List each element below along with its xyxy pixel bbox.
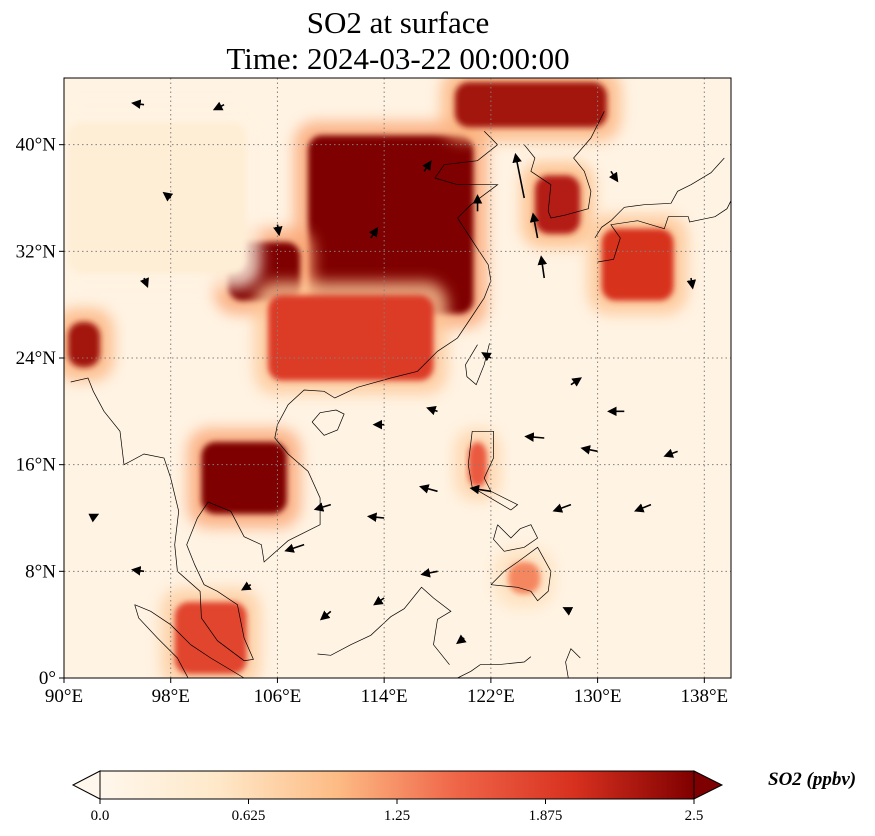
colorbar-label: SO2 (ppbv) — [768, 769, 857, 790]
wind-arrow — [88, 513, 100, 523]
so2-region-9 — [174, 602, 247, 674]
wind-arrow — [366, 512, 385, 523]
wind-arrow — [162, 191, 174, 202]
wind-arrow — [241, 581, 252, 591]
lat-tick-label: 0° — [39, 668, 56, 689]
figure-title: SO2 at surface — [306, 5, 490, 40]
wind-vectors — [88, 99, 697, 645]
coastline-0 — [70, 131, 499, 662]
coastline-10 — [134, 604, 245, 678]
wind-arrow — [580, 445, 598, 455]
coastline-8 — [493, 524, 539, 552]
wind-arrow — [529, 212, 540, 239]
lon-tick-label: 130°E — [574, 686, 622, 707]
colorbar-gradient — [99, 770, 695, 800]
lon-tick-label: 98°E — [152, 686, 190, 707]
wind-arrow — [212, 101, 225, 111]
lon-tick-label: 122°E — [467, 686, 515, 707]
wind-arrow — [512, 152, 526, 199]
lat-tick-label: 40°N — [16, 135, 57, 156]
wind-arrow — [273, 224, 283, 237]
wind-arrow — [469, 484, 492, 495]
coastline-6 — [467, 430, 519, 511]
figure-subtitle-time: Time: 2024-03-22 00:00:00 — [226, 41, 570, 76]
so2-region-0 — [308, 135, 474, 314]
gridlines — [64, 78, 731, 678]
wind-arrow — [481, 352, 492, 362]
coastline-11 — [134, 604, 189, 678]
wind-arrow — [663, 448, 678, 458]
so2-region-5 — [454, 82, 607, 128]
lat-tick-label: 16°N — [16, 455, 57, 476]
so2-concentration-field — [64, 78, 688, 678]
coastline-1 — [523, 111, 605, 219]
so2-region-2 — [268, 295, 434, 381]
longitude-ticks: 90°E 98°E 106°E 114°E 122°E 130°E 138°E — [45, 678, 728, 707]
wind-arrow — [140, 277, 149, 288]
wind-arrow — [131, 99, 145, 109]
colorbar-tick-label: 1.25 — [384, 808, 410, 824]
lon-tick-label: 106°E — [254, 686, 302, 707]
so2-region-3 — [534, 175, 581, 234]
wind-arrow — [686, 277, 697, 290]
wind-arrow — [426, 406, 438, 416]
coastline-13 — [565, 648, 581, 678]
colorbar-tick-label: 1.875 — [529, 808, 563, 824]
colorbar-tick-label: 0.0 — [91, 808, 110, 824]
wind-arrow — [608, 170, 619, 183]
coastline-3 — [594, 157, 725, 239]
colorbar-ticks: 0.0 0.625 1.25 1.875 2.5 — [91, 799, 704, 824]
wind-arrow — [633, 503, 652, 513]
lat-tick-label: 8°N — [25, 561, 56, 582]
lat-tick-label: 32°N — [16, 241, 57, 262]
so2-region-11 — [68, 122, 247, 274]
so2-map — [63, 77, 732, 679]
wind-arrow — [422, 160, 432, 172]
wind-arrow — [552, 503, 572, 513]
colorbar-extend-max — [693, 770, 724, 800]
wind-arrow — [284, 543, 305, 553]
wind-arrow — [562, 607, 574, 616]
map-frame — [63, 77, 732, 679]
coastlines — [64, 111, 731, 678]
wind-arrow — [313, 502, 332, 512]
so2-region-8 — [468, 442, 487, 488]
lon-tick-label: 138°E — [680, 686, 728, 707]
coastline-14 — [64, 386, 65, 388]
latitude-ticks: 0° 8°N 16°N 24°N 32°N 40°N — [16, 135, 64, 689]
so2-region-10 — [508, 562, 541, 594]
wind-arrow — [419, 484, 438, 494]
wind-arrow — [570, 377, 582, 387]
coastline-7 — [490, 546, 552, 602]
wind-arrow — [373, 596, 385, 606]
wind-arrow — [368, 226, 379, 239]
wind-arrow — [131, 566, 145, 576]
wind-arrow — [524, 432, 545, 442]
colorbar-tick-label: 2.5 — [685, 808, 704, 824]
coastline-5 — [311, 409, 345, 436]
wind-arrow — [456, 634, 467, 645]
map-panel — [63, 77, 732, 679]
lon-tick-label: 90°E — [45, 686, 83, 707]
lat-tick-label: 24°N — [16, 348, 57, 369]
wind-arrow — [420, 568, 438, 578]
so2-region-6 — [201, 442, 287, 514]
colorbar-extend-min — [71, 770, 101, 800]
so2-region-7 — [68, 322, 101, 368]
so2-region-4 — [601, 228, 674, 301]
wind-arrow — [537, 255, 548, 279]
wind-arrow — [319, 610, 332, 621]
lon-tick-label: 114°E — [361, 686, 408, 707]
coastline-9 — [317, 586, 452, 665]
colorbar-tick-label: 0.625 — [232, 808, 266, 824]
coastline-12 — [457, 656, 532, 678]
coastline-2 — [597, 200, 731, 263]
